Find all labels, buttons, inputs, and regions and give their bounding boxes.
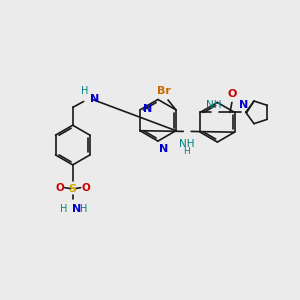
Text: O: O bbox=[81, 183, 90, 193]
Text: H: H bbox=[80, 203, 87, 214]
Text: N: N bbox=[239, 100, 248, 110]
Text: H: H bbox=[81, 85, 88, 95]
Text: N: N bbox=[72, 203, 81, 214]
Text: Br: Br bbox=[157, 86, 171, 96]
Text: H: H bbox=[183, 147, 190, 156]
Text: N: N bbox=[159, 144, 168, 154]
Text: O: O bbox=[56, 183, 64, 193]
Text: N: N bbox=[143, 104, 152, 114]
Text: H: H bbox=[60, 203, 68, 214]
Text: S: S bbox=[69, 184, 77, 194]
Text: N: N bbox=[90, 94, 99, 104]
Text: NH: NH bbox=[206, 100, 222, 110]
Text: NH: NH bbox=[179, 139, 195, 149]
Text: O: O bbox=[227, 89, 237, 100]
